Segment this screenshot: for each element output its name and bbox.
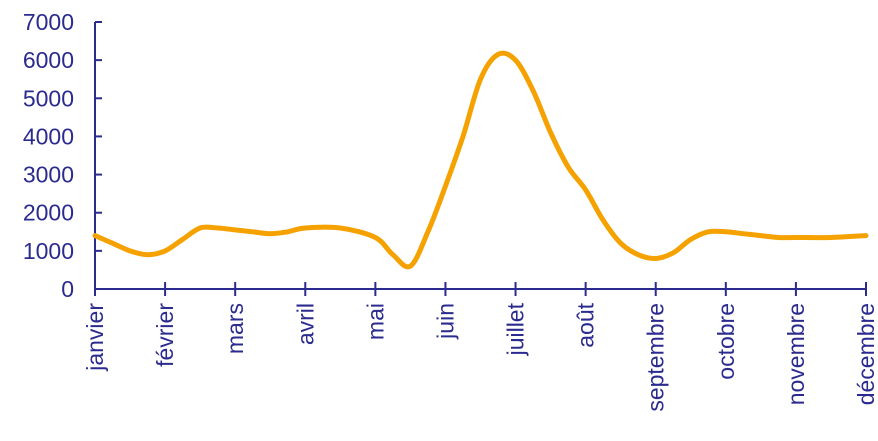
y-tick-label: 2000 [23,200,74,226]
x-tick-label: octobre [713,303,739,380]
x-tick-label: juin [432,303,458,340]
y-tick-label: 6000 [23,47,74,73]
x-tick-label: juillet [503,302,529,356]
y-tick-label: 1000 [23,238,74,264]
x-tick-label: février [152,303,178,367]
x-tick-label: mars [222,303,248,354]
x-tick-label: août [573,302,599,347]
series-line [92,50,869,270]
x-tick-label: mai [362,303,388,340]
x-tick-label: septembre [643,303,669,412]
y-tick-label: 7000 [23,9,74,35]
x-tick-label: novembre [783,303,809,405]
x-ticks: janvier février mars avril mai juin juillet aoû… [82,282,878,412]
x-tick-label: janvier [82,303,108,372]
y-tick-label: 5000 [23,85,74,111]
y-ticks: 0 1000 2000 3000 4000 5000 6000 7000 [23,9,102,302]
x-tick-label: décembre [853,303,878,405]
y-tick-label: 3000 [23,162,74,188]
series-group [92,50,869,270]
y-tick-label: 4000 [23,123,74,149]
x-tick-label: avril [292,303,318,345]
y-tick-label: 0 [61,276,74,302]
axes [94,22,866,290]
